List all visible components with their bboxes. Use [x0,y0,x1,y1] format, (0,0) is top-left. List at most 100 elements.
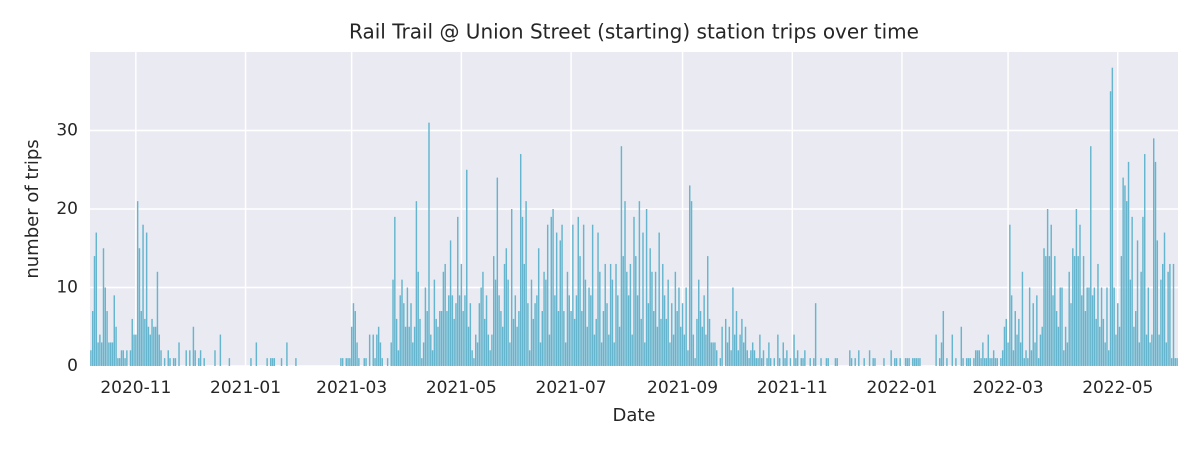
bar [672,334,675,366]
bar [406,287,409,366]
bar [938,358,941,366]
bar [1084,311,1087,366]
bar [563,311,565,366]
bar [762,350,765,366]
bar [1106,287,1108,366]
bar [710,342,713,366]
bar [1099,326,1101,366]
bar [795,358,797,366]
bar [1133,326,1135,366]
bar [721,326,723,366]
bar [712,342,714,366]
bar [1161,263,1164,366]
bar [554,295,556,366]
bar [904,358,907,366]
bar [341,358,344,366]
bar [469,303,472,366]
bar [473,358,475,366]
bar [1176,358,1178,366]
bar [789,358,792,366]
bar [662,263,664,366]
bar [1001,350,1004,366]
bar [136,201,139,366]
bar [500,311,502,366]
bar [1061,287,1063,366]
bar [145,232,148,366]
bar [163,358,166,366]
bar [1034,342,1036,366]
bar [600,342,603,366]
bar [730,350,732,366]
bar [392,279,394,366]
bar [1165,342,1168,366]
bar [800,358,802,366]
bar [271,358,274,366]
bar [1090,146,1092,366]
bar [739,334,741,366]
x-axis-label: Date [612,405,655,426]
bar [1052,295,1054,366]
bar [1003,326,1006,366]
bar [635,256,637,366]
bar [573,318,576,366]
bar [802,358,804,366]
bar [349,358,351,366]
bar [883,358,885,366]
bar [430,334,432,366]
bar [1030,350,1033,366]
bar [854,358,856,366]
bar [689,185,691,366]
bar [786,350,788,366]
bar [604,263,606,366]
bar [1009,224,1011,366]
bar [617,295,619,366]
bar [917,358,919,366]
bar [584,279,587,366]
bar [1005,318,1007,366]
bar [451,295,454,366]
bar [115,326,117,366]
bar [669,342,671,366]
bar [480,287,482,366]
x-tick-label: 2022-01 [866,378,937,398]
bar [485,295,488,366]
bar [895,358,898,366]
bar [374,358,376,366]
bar [608,334,610,366]
bar [539,342,542,366]
bar [685,287,687,366]
bar [417,271,419,366]
bar [109,342,112,366]
bar [379,342,382,366]
bar [974,350,977,366]
bar [1057,326,1060,366]
bar [707,256,709,366]
bar [591,224,594,366]
bar [728,326,731,366]
bar [528,350,531,366]
bar [426,311,428,366]
bar [133,334,135,366]
bar [467,326,470,366]
bar [120,350,123,366]
bar [773,358,775,366]
bar [428,122,430,367]
bar [973,358,975,366]
bar [395,318,398,366]
bar [649,248,651,366]
bar [1023,358,1025,366]
bar [1007,342,1009,366]
bar [295,358,297,366]
bar [557,311,560,366]
bar [858,350,860,366]
bar [742,342,745,366]
bar [1102,318,1105,366]
bar [410,303,412,366]
bar [199,350,202,366]
bar [985,358,988,366]
bar [172,358,175,366]
bar [631,334,633,366]
bar [160,350,162,366]
bar [270,358,272,366]
bar [345,358,347,366]
